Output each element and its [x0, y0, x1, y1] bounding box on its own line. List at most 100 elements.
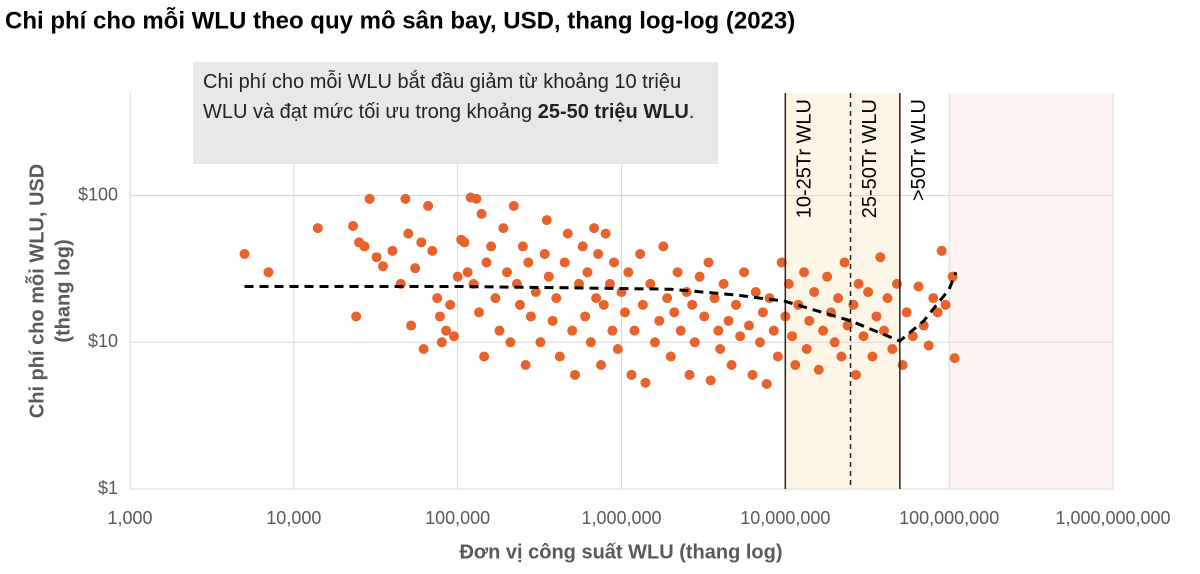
data-point	[658, 241, 669, 252]
data-point	[836, 351, 847, 362]
data-point	[498, 223, 509, 234]
data-point	[239, 248, 250, 259]
data-point	[689, 337, 700, 348]
data-point	[739, 267, 750, 278]
x-tick-label: 100,000	[425, 508, 490, 528]
data-point	[418, 343, 429, 354]
data-point	[567, 325, 578, 336]
data-point	[813, 364, 824, 375]
data-point	[750, 287, 761, 298]
data-point	[436, 337, 447, 348]
data-point	[619, 307, 630, 318]
data-point	[669, 307, 680, 318]
data-point	[312, 223, 323, 234]
data-point	[731, 299, 742, 310]
data-point	[541, 215, 552, 226]
data-point	[494, 325, 505, 336]
reference-label: 10-25Tr WLU	[794, 99, 816, 218]
data-point	[263, 267, 274, 278]
trend-line	[244, 271, 958, 343]
data-point	[530, 287, 541, 298]
data-point	[623, 267, 634, 278]
data-point	[547, 315, 558, 326]
data-point	[452, 271, 463, 282]
data-point	[471, 193, 482, 204]
data-point	[598, 299, 609, 310]
data-point	[543, 271, 554, 282]
data-point	[629, 325, 640, 336]
data-point	[718, 278, 729, 289]
data-point	[705, 375, 716, 386]
data-point	[776, 257, 787, 268]
chart-title: Chi phí cho mỗi WLU theo quy mô sân bay,…	[5, 6, 795, 34]
data-point	[829, 337, 840, 348]
data-point	[694, 271, 705, 282]
data-point	[754, 337, 765, 348]
data-point	[551, 293, 562, 304]
data-point	[853, 278, 864, 289]
data-point	[501, 267, 512, 278]
data-point	[582, 267, 593, 278]
data-point	[523, 257, 534, 268]
data-point	[709, 293, 720, 304]
data-point	[882, 293, 893, 304]
data-point	[449, 331, 460, 342]
data-point	[833, 293, 844, 304]
data-point	[863, 287, 874, 298]
data-point	[684, 369, 695, 380]
data-point	[441, 325, 452, 336]
data-point	[580, 311, 591, 322]
data-point	[434, 311, 445, 322]
data-point	[662, 293, 673, 304]
data-point	[609, 257, 620, 268]
data-point	[525, 311, 536, 322]
region	[949, 93, 1113, 489]
x-tick-label: 100,000,000	[899, 508, 999, 528]
data-point	[799, 267, 810, 278]
reference-label: 25-50Tr WLU	[859, 99, 881, 218]
data-point	[637, 299, 648, 310]
data-point	[713, 325, 724, 336]
data-point	[351, 311, 362, 322]
data-point	[406, 320, 417, 331]
data-point	[607, 325, 618, 336]
data-point	[539, 248, 550, 259]
y-tick-label: $100	[78, 184, 118, 204]
data-point	[923, 340, 934, 351]
data-point	[585, 337, 596, 348]
data-point	[932, 307, 943, 318]
data-point	[371, 252, 382, 263]
data-point	[604, 278, 615, 289]
annotation-text: Chi phí cho mỗi WLU bắt đầu giảm từ khoả…	[203, 71, 682, 123]
x-tick-label: 1,000,000	[581, 508, 661, 528]
annotation-tail: .	[688, 101, 695, 123]
data-point	[839, 257, 850, 268]
data-point	[520, 360, 531, 371]
data-point	[913, 281, 924, 292]
data-point	[790, 360, 801, 371]
data-point	[348, 221, 359, 232]
data-point	[505, 337, 516, 348]
data-point	[486, 241, 497, 252]
x-tick-label: 10,000	[266, 508, 321, 528]
data-point	[635, 248, 646, 259]
data-point	[589, 223, 600, 234]
data-point	[514, 299, 525, 310]
region	[785, 93, 900, 489]
data-point	[387, 245, 398, 256]
data-point	[474, 307, 485, 318]
data-point	[559, 257, 570, 268]
data-point	[761, 378, 772, 389]
data-point	[928, 293, 939, 304]
data-point	[871, 311, 882, 322]
data-point	[416, 237, 427, 248]
data-point	[476, 208, 487, 219]
y-tick-label: $1	[98, 478, 118, 498]
data-point	[783, 278, 794, 289]
data-point	[626, 369, 637, 380]
data-point	[665, 351, 676, 362]
x-tick-label: 10,000,000	[740, 508, 830, 528]
data-point	[427, 245, 438, 256]
y-axis-title: (thang log)	[52, 239, 74, 342]
data-point	[949, 353, 960, 364]
